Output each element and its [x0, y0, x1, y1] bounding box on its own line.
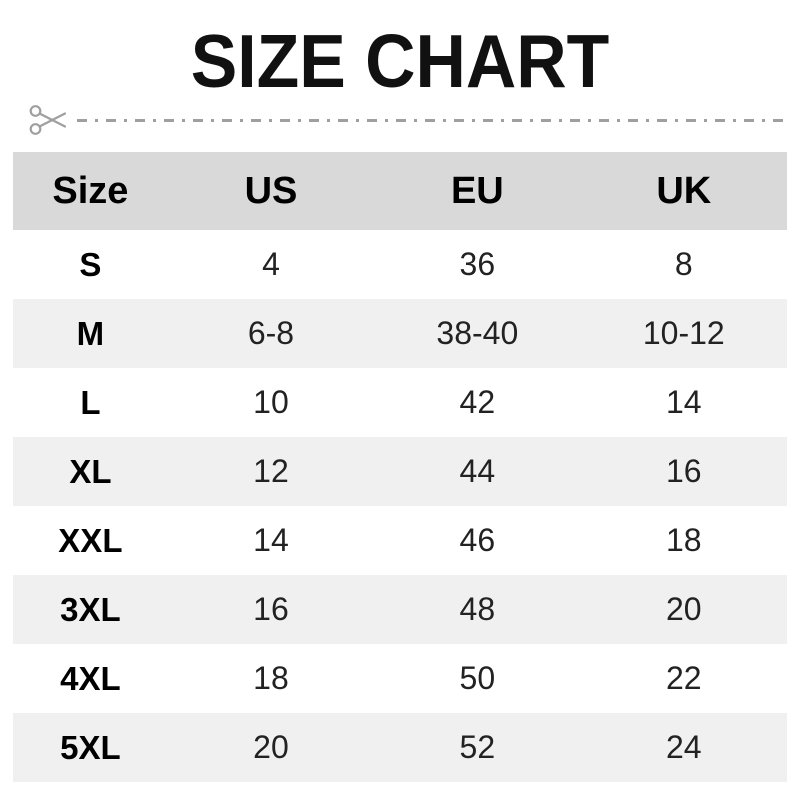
table-row-xl: XL 12 44 16 — [13, 437, 787, 506]
cut-line-divider — [28, 102, 790, 138]
uk-value: 20 — [665, 591, 702, 627]
column-header-us: US — [244, 169, 298, 212]
uk-value: 16 — [665, 453, 702, 489]
table-header-row: Size US EU UK — [13, 152, 787, 230]
uk-value: 14 — [665, 384, 702, 420]
column-header-size: Size — [52, 169, 129, 212]
eu-value: 44 — [459, 453, 496, 489]
uk-value: 18 — [665, 522, 702, 558]
us-value: 16 — [253, 591, 289, 627]
table-row-s: S 4 36 8 — [13, 230, 787, 299]
eu-value: 46 — [459, 522, 496, 558]
table-row-5xl: 5XL 20 52 24 — [13, 713, 787, 782]
size-label: M — [76, 314, 105, 352]
us-value: 4 — [262, 246, 280, 282]
scissors-icon — [28, 103, 68, 137]
uk-value: 8 — [674, 246, 693, 282]
eu-value: 36 — [459, 246, 496, 282]
eu-value: 48 — [459, 591, 496, 627]
table-row-3xl: 3XL 16 48 20 — [13, 575, 787, 644]
size-label: L — [80, 383, 101, 421]
eu-value: 50 — [459, 660, 496, 696]
eu-value: 38-40 — [436, 315, 519, 351]
page-title: SIZE CHART — [190, 19, 610, 103]
table-row-4xl: 4XL 18 50 22 — [13, 644, 787, 713]
uk-value: 22 — [665, 660, 702, 696]
table-row-m: M 6-8 38-40 10-12 — [13, 299, 787, 368]
uk-value: 24 — [665, 729, 702, 765]
eu-value: 52 — [459, 729, 496, 765]
table-row-xxl: XXL 14 46 18 — [13, 506, 787, 575]
column-header-eu: EU — [450, 169, 504, 212]
us-value: 20 — [253, 729, 289, 765]
us-value: 18 — [253, 660, 289, 696]
column-header-uk: UK — [656, 169, 712, 212]
size-label: 4XL — [60, 659, 121, 697]
size-label: 5XL — [60, 728, 121, 766]
size-label: XL — [69, 452, 112, 490]
size-label: 3XL — [60, 590, 121, 628]
uk-value: 10-12 — [642, 315, 725, 351]
us-value: 10 — [253, 384, 289, 420]
us-value: 6-8 — [247, 315, 295, 351]
size-table: Size US EU UK S 4 36 8 M 6-8 38-40 10-12… — [13, 152, 787, 782]
us-value: 14 — [253, 522, 289, 558]
us-value: 12 — [253, 453, 289, 489]
size-label: S — [79, 245, 102, 283]
eu-value: 42 — [459, 384, 496, 420]
dashed-cut-line — [77, 118, 790, 122]
size-label: XXL — [58, 521, 123, 559]
table-row-l: L 10 42 14 — [13, 368, 787, 437]
